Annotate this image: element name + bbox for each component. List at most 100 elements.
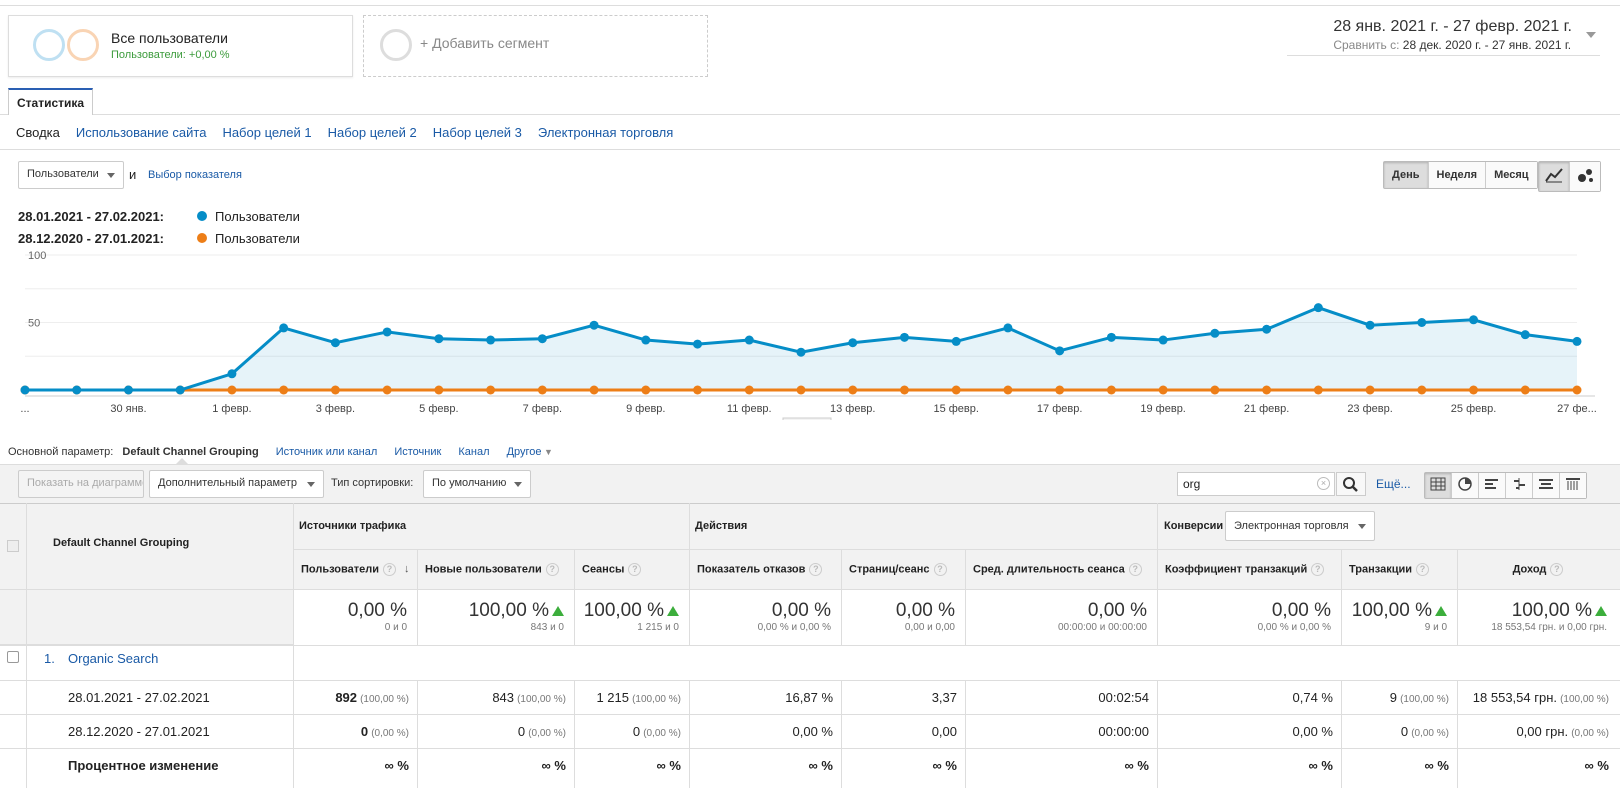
total-cell: 0,00 % 0,00 и 0,00 bbox=[895, 600, 955, 633]
subnav-ecommerce[interactable]: Электронная торговля bbox=[537, 125, 674, 140]
data-point bbox=[227, 385, 237, 395]
data-point bbox=[1469, 385, 1479, 395]
term-cloud-button[interactable] bbox=[1533, 473, 1560, 498]
data-point bbox=[1520, 330, 1530, 340]
segment-title: Все пользователи bbox=[111, 30, 228, 46]
x-tick-label: 19 февр. bbox=[1140, 403, 1185, 415]
table-cell: 0 (0,00 %) bbox=[360, 724, 409, 739]
conversion-type-select[interactable]: Электронная торговля bbox=[1225, 511, 1375, 541]
pie-view-button[interactable] bbox=[1452, 473, 1479, 498]
dimension-source[interactable]: Источник bbox=[394, 446, 442, 458]
help-icon[interactable]: ? bbox=[383, 563, 397, 576]
column-header[interactable]: Новые пользователи? bbox=[425, 563, 568, 576]
subnav-summary[interactable]: Сводка bbox=[16, 125, 60, 140]
secondary-dimension-select[interactable]: Дополнительный параметр bbox=[149, 470, 324, 498]
table-search-input[interactable]: org × bbox=[1177, 472, 1335, 496]
column-header[interactable]: Показатель отказов? bbox=[697, 563, 835, 576]
data-point bbox=[589, 385, 599, 395]
sort-type-select[interactable]: По умолчанию bbox=[423, 470, 531, 498]
tab-statistics[interactable]: Статистика bbox=[8, 88, 94, 115]
table-cell: 16,87 % bbox=[785, 690, 833, 705]
comparison-view-button[interactable] bbox=[1506, 473, 1533, 498]
row-divider bbox=[0, 645, 1620, 646]
subnav-goal-set-3[interactable]: Набор целей 3 bbox=[432, 125, 522, 140]
total-cell: 100,00 % 18 553,54 грн. и 0,00 грн. bbox=[1491, 600, 1607, 633]
help-icon[interactable]: ? bbox=[545, 563, 559, 576]
data-point bbox=[951, 336, 961, 346]
bar-view-button[interactable] bbox=[1479, 473, 1506, 498]
data-point bbox=[175, 385, 185, 395]
data-point bbox=[486, 385, 496, 395]
data-point bbox=[20, 385, 30, 395]
dimension-source-medium[interactable]: Источник или канал bbox=[275, 446, 378, 458]
search-button[interactable] bbox=[1336, 472, 1366, 496]
help-icon[interactable]: ? bbox=[1550, 563, 1564, 576]
x-tick-label: 25 февр. bbox=[1451, 403, 1496, 415]
x-tick-label: 7 февр. bbox=[523, 403, 562, 415]
subnav-site-usage[interactable]: Использование сайта bbox=[75, 125, 207, 140]
x-tick-label: 3 февр. bbox=[316, 403, 355, 415]
segment-circle-blue-icon bbox=[33, 29, 65, 61]
column-header[interactable]: Доход? bbox=[1465, 563, 1611, 576]
legend-label-1: Пользователи bbox=[215, 209, 300, 224]
group-actions: Действия bbox=[695, 520, 748, 532]
data-point bbox=[537, 334, 547, 344]
add-segment-button[interactable]: + Добавить сегмент bbox=[363, 15, 708, 77]
help-icon[interactable]: ? bbox=[933, 563, 947, 576]
metric-select[interactable]: Пользователи bbox=[18, 161, 124, 189]
column-header[interactable]: Транзакции? bbox=[1349, 563, 1451, 576]
date-range-picker[interactable]: 28 янв. 2021 г. - 27 февр. 2021 г. Сравн… bbox=[1333, 18, 1572, 52]
help-icon[interactable]: ? bbox=[1128, 563, 1142, 576]
dimension-active[interactable]: Default Channel Grouping bbox=[122, 446, 259, 458]
table-cell: ∞ % bbox=[808, 758, 833, 773]
period-day-button[interactable]: День bbox=[1384, 162, 1429, 188]
column-header[interactable]: Коэффициент транзакций? bbox=[1165, 563, 1335, 576]
subnav-goal-set-1[interactable]: Набор целей 1 bbox=[222, 125, 312, 140]
more-options-link[interactable]: Ещё... bbox=[1376, 477, 1411, 491]
line-chart-button[interactable] bbox=[1539, 162, 1570, 191]
data-point bbox=[1417, 318, 1427, 327]
dimension-header[interactable]: Default Channel Grouping bbox=[53, 537, 190, 549]
subrow-label: 28.01.2021 - 27.02.2021 bbox=[68, 690, 210, 705]
choose-metric-link[interactable]: Выбор показателя bbox=[148, 169, 242, 181]
data-point bbox=[72, 385, 82, 395]
clear-search-icon[interactable]: × bbox=[1317, 477, 1330, 490]
column-header[interactable]: Сеансы? bbox=[582, 563, 683, 576]
x-tick-label: 30 янв. bbox=[110, 403, 146, 415]
table-cell: ∞ % bbox=[384, 758, 409, 773]
data-point bbox=[1055, 346, 1065, 356]
dimension-medium[interactable]: Канал bbox=[458, 446, 490, 458]
table-cell: 18 553,54 грн. (100,00 %) bbox=[1472, 690, 1609, 705]
table-cell: ∞ % bbox=[656, 758, 681, 773]
column-header[interactable]: Пользователи? ↓ bbox=[301, 563, 410, 576]
pivot-view-button[interactable] bbox=[1560, 473, 1586, 498]
dimension-other[interactable]: Другое bbox=[506, 446, 542, 458]
table-cell: 843 (100,00 %) bbox=[492, 690, 566, 705]
legend-range-2: 28.12.2020 - 27.01.2021: bbox=[18, 231, 165, 246]
total-cell: 0,00 % 0,00 % и 0,00 % bbox=[1257, 600, 1331, 633]
help-icon[interactable]: ? bbox=[1416, 563, 1430, 576]
select-all-checkbox[interactable] bbox=[7, 540, 19, 552]
help-icon[interactable]: ? bbox=[809, 563, 823, 576]
total-cell: 100,00 % 843 и 0 bbox=[468, 600, 564, 633]
help-icon[interactable]: ? bbox=[1311, 563, 1325, 576]
segment-all-users[interactable]: Все пользователи Пользователи: +0,00 % bbox=[8, 15, 353, 77]
period-month-button[interactable]: Месяц bbox=[1486, 162, 1537, 188]
table-cell: ∞ % bbox=[1124, 758, 1149, 773]
period-week-button[interactable]: Неделя bbox=[1428, 162, 1487, 188]
column-header[interactable]: Страниц/сеанс? bbox=[849, 563, 959, 576]
date-dropdown-chevron-icon[interactable] bbox=[1586, 32, 1596, 38]
table-view-button[interactable] bbox=[1425, 473, 1452, 498]
subnav-goal-set-2[interactable]: Набор целей 2 bbox=[327, 125, 417, 140]
column-header[interactable]: Сред. длительность сеанса? bbox=[973, 563, 1151, 576]
row-checkbox[interactable] bbox=[7, 651, 19, 663]
data-point bbox=[434, 334, 444, 344]
other-chevron-icon: ▼ bbox=[541, 447, 553, 457]
row-organic-search-link[interactable]: Organic Search bbox=[68, 651, 159, 666]
data-point bbox=[1365, 320, 1375, 330]
motion-chart-button[interactable] bbox=[1570, 162, 1600, 191]
help-icon[interactable]: ? bbox=[628, 563, 642, 576]
chart-collapse-handle bbox=[782, 417, 832, 420]
show-on-chart-button[interactable]: Показать на диаграмме bbox=[18, 470, 144, 498]
data-point bbox=[1106, 332, 1116, 342]
